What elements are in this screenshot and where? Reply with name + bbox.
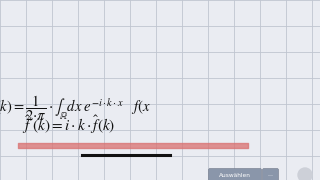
Text: Auswählen: Auswählen (219, 173, 251, 178)
Text: $\hat{f}^{\prime}(k) = i \cdot k \cdot \hat{f}(k)$: $\hat{f}^{\prime}(k) = i \cdot k \cdot \… (22, 114, 115, 136)
Text: ···: ··· (268, 173, 274, 178)
FancyBboxPatch shape (209, 168, 261, 180)
Text: $(k) = \dfrac{1}{2{\cdot}\pi} \cdot \int_{\mathbb{R}} dx \; e^{-i \cdot k \cdot : $(k) = \dfrac{1}{2{\cdot}\pi} \cdot \int… (0, 93, 151, 123)
Circle shape (298, 168, 312, 180)
FancyBboxPatch shape (262, 168, 278, 180)
